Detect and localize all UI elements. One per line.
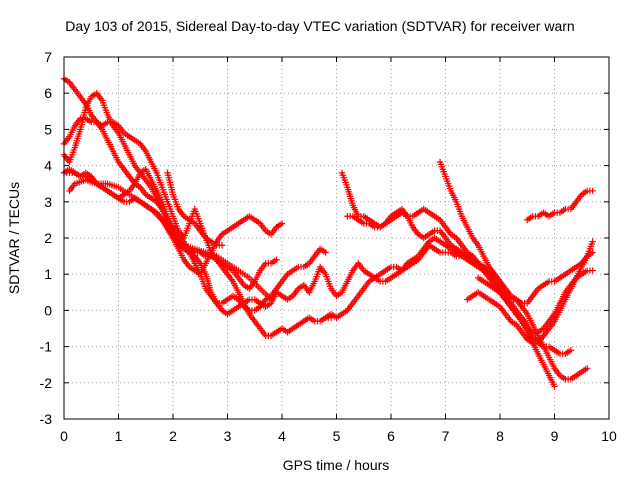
y-tick-label: 5 bbox=[44, 121, 52, 137]
x-tick-label: 3 bbox=[224, 428, 232, 444]
data-point bbox=[589, 249, 596, 256]
y-tick-label: 0 bbox=[44, 302, 52, 318]
x-tick-label: 9 bbox=[551, 428, 559, 444]
data-point bbox=[491, 271, 498, 278]
data-point bbox=[551, 383, 558, 390]
data-point bbox=[567, 347, 575, 354]
chart-title: Day 103 of 2015, Sidereal Day-to-day VTE… bbox=[65, 18, 574, 34]
series-track-5 bbox=[60, 166, 280, 292]
y-tick-label: -1 bbox=[40, 339, 53, 355]
y-tick-label: 3 bbox=[44, 194, 52, 210]
series-track-15 bbox=[164, 169, 226, 249]
axis-ticks: 0 1 2 3 4 5 6 7 8 9 10 -3 -2 -1 0 1 2 3 4 5 6 7 bbox=[40, 49, 617, 444]
data-point bbox=[589, 187, 596, 195]
series-track-10 bbox=[306, 234, 575, 358]
data-point bbox=[584, 365, 591, 372]
y-tick-label: 2 bbox=[44, 230, 52, 246]
y-tick-label: 6 bbox=[44, 85, 52, 101]
y-tick-label: 7 bbox=[44, 49, 52, 65]
y-tick-label: -2 bbox=[40, 375, 53, 391]
data-point bbox=[322, 249, 329, 256]
y-tick-label: 1 bbox=[44, 266, 52, 282]
series-track-11 bbox=[436, 158, 498, 278]
y-tick-label: -3 bbox=[40, 411, 53, 427]
plot-frame bbox=[63, 56, 610, 420]
data-point bbox=[589, 267, 596, 274]
data-point bbox=[589, 238, 596, 245]
data-markers bbox=[60, 75, 596, 390]
series-track-1 bbox=[60, 75, 329, 314]
series-track-3 bbox=[60, 90, 313, 318]
x-axis-label: GPS time / hours bbox=[283, 457, 390, 473]
y-tick-label: 4 bbox=[44, 158, 52, 174]
x-tick-label: 8 bbox=[496, 428, 504, 444]
x-tick-label: 7 bbox=[442, 428, 450, 444]
grid bbox=[64, 57, 609, 419]
series-track-12 bbox=[464, 238, 596, 347]
x-tick-label: 4 bbox=[278, 428, 286, 444]
data-point bbox=[218, 242, 226, 249]
y-axis-label: SDTVAR / TECUs bbox=[6, 182, 22, 294]
x-tick-label: 10 bbox=[601, 428, 617, 444]
series-track-14 bbox=[475, 267, 596, 336]
x-tick-label: 1 bbox=[115, 428, 123, 444]
x-tick-label: 2 bbox=[169, 428, 177, 444]
x-tick-label: 5 bbox=[333, 428, 341, 444]
x-tick-label: 6 bbox=[387, 428, 395, 444]
series-track-13 bbox=[524, 187, 596, 224]
x-tick-label: 0 bbox=[60, 428, 68, 444]
data-point bbox=[267, 296, 275, 303]
data-point bbox=[273, 256, 280, 263]
series-track-9 bbox=[344, 205, 596, 307]
data-point bbox=[278, 220, 286, 227]
series-track-6 bbox=[66, 176, 275, 303]
series-track-7 bbox=[322, 242, 591, 383]
